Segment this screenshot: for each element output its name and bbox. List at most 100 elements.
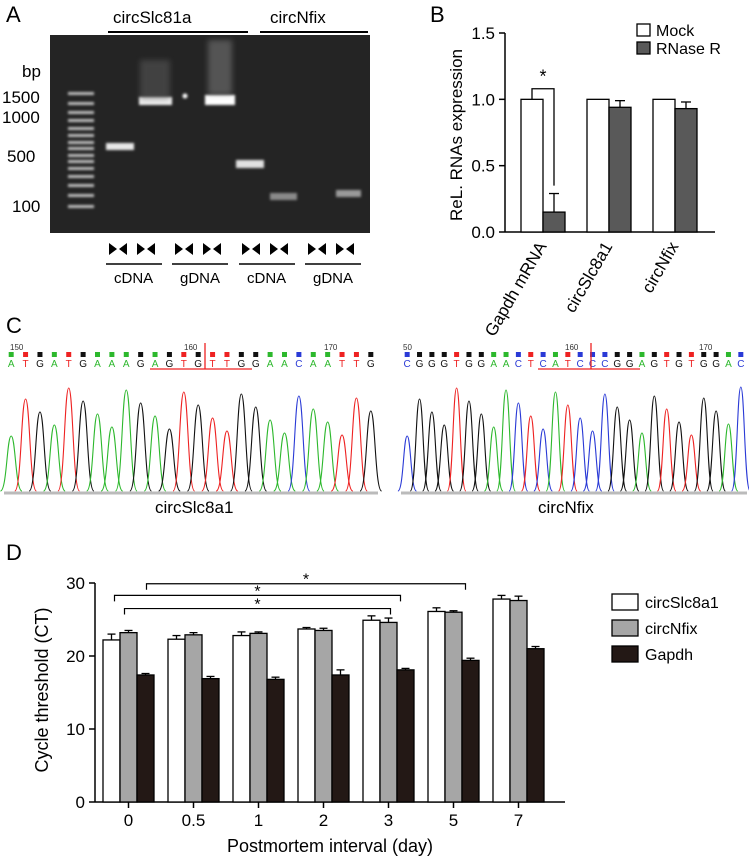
legend-label: Mock — [656, 23, 695, 40]
x-tick-label: 7 — [514, 811, 523, 830]
base-letter: T — [353, 359, 359, 370]
trace-peak — [28, 411, 52, 492]
significance-marker: * — [303, 572, 309, 589]
bar — [297, 628, 316, 803]
bar — [444, 611, 463, 803]
base-marker — [590, 352, 596, 357]
trace-peak — [508, 402, 529, 492]
base-marker — [8, 352, 14, 357]
trace-peak — [669, 421, 689, 492]
gel-bands — [106, 93, 361, 200]
legend-swatch — [636, 23, 651, 37]
bp-marker-1000: 1000 — [2, 108, 40, 127]
base-letter: G — [416, 359, 424, 370]
bar — [232, 634, 251, 803]
base-marker — [713, 352, 719, 357]
bar — [509, 599, 528, 803]
base-marker — [310, 352, 316, 357]
base-marker — [627, 352, 633, 357]
y-axis-label: Cycle threshold (CT) — [32, 607, 52, 772]
trace-peak — [230, 393, 253, 492]
bar — [266, 678, 285, 803]
bar — [184, 634, 203, 803]
y-tick-label: 0.0 — [471, 223, 495, 242]
legend-swatch — [611, 593, 639, 611]
base-letter: C — [404, 359, 411, 370]
trace-peak — [14, 398, 37, 492]
trace-peak — [100, 426, 124, 492]
base-letter: G — [675, 359, 683, 370]
base-marker — [664, 352, 670, 357]
base-letter: G — [712, 359, 720, 370]
base-marker — [651, 352, 657, 357]
trace-peak — [731, 386, 749, 492]
base-marker — [478, 352, 484, 357]
base-marker — [109, 352, 115, 357]
bar — [167, 638, 186, 803]
base-marker — [195, 352, 201, 357]
x-tick-label: 2 — [319, 811, 328, 830]
legend-label: circSlc8a1 — [645, 595, 719, 612]
trace-peak — [345, 397, 368, 492]
bar — [102, 639, 121, 803]
base-letter: A — [490, 359, 497, 370]
legend-swatch — [611, 619, 639, 637]
gel-header-circslc81a: circSlc81a — [113, 8, 192, 27]
significance-marker: * — [254, 597, 260, 614]
panel-label-b: B — [430, 2, 445, 27]
base-marker — [368, 352, 374, 357]
base-letter: G — [465, 359, 473, 370]
base-marker — [224, 352, 230, 357]
bar — [427, 610, 446, 803]
base-marker — [688, 352, 694, 357]
base-letter: A — [281, 359, 288, 370]
base-marker — [441, 352, 447, 357]
panel-label-d: D — [6, 540, 22, 565]
base-letter: A — [51, 359, 58, 370]
base-letter: T — [181, 359, 187, 370]
trace-position-number: 50 — [403, 343, 412, 352]
trace-peak — [172, 391, 196, 492]
base-letter: G — [194, 359, 202, 370]
bar — [379, 621, 398, 803]
trace-caption-circslc8a1: circSlc8a1 — [155, 498, 234, 517]
base-marker — [552, 352, 558, 357]
header-underline — [260, 31, 368, 33]
trace-peak — [114, 389, 138, 492]
base-marker — [23, 352, 29, 357]
bp-marker-100: 100 — [12, 197, 41, 216]
bar — [136, 674, 155, 803]
trace-peak — [57, 387, 81, 492]
bar — [249, 632, 268, 803]
convergent-primer-icon — [336, 243, 354, 255]
bp-marker-500: 500 — [7, 147, 36, 166]
base-letter: T — [528, 359, 534, 370]
trace-peak — [446, 387, 467, 492]
base-marker — [181, 352, 187, 357]
base-marker — [51, 352, 57, 357]
y-tick-label: 1.5 — [471, 24, 495, 43]
trace-peak — [656, 408, 677, 492]
trace-caption-circnfix: circNfix — [538, 498, 594, 517]
trace-peak — [422, 411, 442, 492]
base-letter: G — [626, 359, 634, 370]
trace-peak — [558, 404, 578, 492]
gel-band — [336, 190, 361, 197]
trace-peak — [316, 421, 339, 492]
base-marker — [80, 352, 86, 357]
bar — [119, 631, 138, 803]
base-letter: T — [66, 359, 72, 370]
base-letter: G — [79, 359, 87, 370]
x-tick-label: 0.5 — [182, 811, 206, 830]
y-tick-label: 20 — [66, 647, 85, 666]
trace-peak — [359, 410, 383, 492]
legend-label: RNase R — [656, 41, 721, 58]
base-letter: A — [109, 359, 116, 370]
legend-swatch — [636, 41, 651, 55]
legend-swatch — [611, 645, 639, 663]
significance-marker: * — [254, 583, 260, 600]
base-marker — [515, 352, 521, 357]
significance-bracket — [531, 88, 555, 186]
trace-peak — [545, 391, 566, 492]
